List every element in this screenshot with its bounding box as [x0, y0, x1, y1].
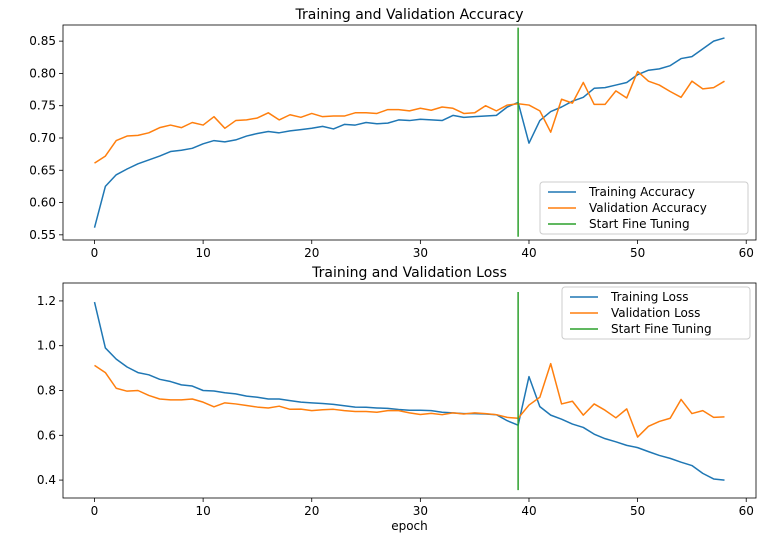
y-tick-label: 1.2 [37, 294, 56, 308]
y-tick-label: 0.65 [29, 163, 56, 177]
x-tick-label: 0 [91, 504, 99, 518]
series-line-training-accuracy [93, 37, 725, 228]
legend-label-training-accuracy: Training Accuracy [588, 185, 695, 199]
legend-box [539, 181, 749, 235]
y-tick-label: 0.6 [37, 428, 56, 442]
x-tick-label: 10 [195, 246, 210, 260]
chart-1: Training and Validation Accuracy 0 10 20 30 4… [29, 7, 757, 260]
x-tick-label: 30 [413, 504, 428, 518]
y-tick-label: 0.4 [37, 473, 56, 487]
x-tick-label: 30 [413, 246, 428, 260]
y-tick-label: 0.80 [29, 66, 56, 80]
y-tick-label: 0.85 [29, 34, 56, 48]
y-tick-label: 0.60 [29, 196, 56, 210]
y-tick-label: 1.0 [37, 339, 56, 353]
legend: Training Loss Validation Loss Start Fine T… [561, 286, 751, 340]
legend-label-validation-accuracy: Validation Accuracy [589, 201, 707, 215]
series-line-validation-loss [94, 362, 725, 438]
x-tick-label: 40 [521, 504, 536, 518]
series-line-training-loss [93, 301, 725, 481]
series-line-validation-accuracy [94, 70, 725, 164]
x-tick-label: 50 [630, 246, 645, 260]
x-tick-label: 50 [630, 504, 645, 518]
x-tick-label: 60 [739, 504, 754, 518]
y-tick-label: 0.8 [37, 384, 56, 398]
legend-label-training-loss: Training Loss [610, 290, 688, 304]
x-tick-label: 60 [739, 246, 754, 260]
y-tick-label: 0.70 [29, 131, 56, 145]
chart-2: Training and Validation Loss 0 10 20 30 40 50 6… [37, 265, 757, 533]
y-tick-label: 0.75 [29, 99, 56, 113]
legend-label-validation-loss: Validation Loss [611, 306, 700, 320]
x-tick-label: 20 [304, 504, 319, 518]
legend-label-start-fine-tuning: Start Fine Tuning [611, 322, 712, 336]
x-tick-label: 40 [521, 246, 536, 260]
y-tick-label: 0.55 [29, 228, 56, 242]
x-tick-label: 0 [91, 246, 99, 260]
plot-frame [62, 24, 757, 241]
x-axis-label: epoch [391, 519, 428, 533]
chart-title: Training and Validation Loss [311, 265, 507, 281]
legend: Training Accuracy Validation Accuracy Star… [539, 181, 749, 235]
x-tick-label: 10 [195, 504, 210, 518]
legend-label-start-fine-tuning: Start Fine Tuning [589, 217, 690, 231]
x-tick-label: 20 [304, 246, 319, 260]
chart-title: Training and Validation Accuracy [295, 7, 524, 23]
legend-box [561, 286, 751, 340]
